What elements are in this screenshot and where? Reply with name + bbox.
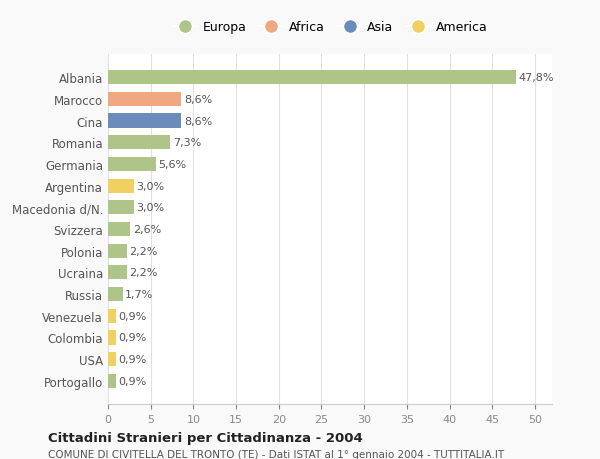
Bar xyxy=(108,179,134,193)
Legend: Europa, Africa, Asia, America: Europa, Africa, Asia, America xyxy=(167,16,493,39)
Bar xyxy=(108,330,116,345)
Bar xyxy=(108,244,127,258)
Text: 7,3%: 7,3% xyxy=(173,138,201,148)
Text: 3,0%: 3,0% xyxy=(136,203,164,213)
Bar xyxy=(108,93,181,106)
Bar xyxy=(108,114,181,129)
Bar xyxy=(108,157,156,172)
Text: 0,9%: 0,9% xyxy=(118,376,146,386)
Text: 8,6%: 8,6% xyxy=(184,95,212,105)
Text: COMUNE DI CIVITELLA DEL TRONTO (TE) - Dati ISTAT al 1° gennaio 2004 - TUTTITALIA: COMUNE DI CIVITELLA DEL TRONTO (TE) - Da… xyxy=(48,449,504,459)
Bar xyxy=(108,136,170,150)
Text: 2,2%: 2,2% xyxy=(130,268,158,278)
Text: 0,9%: 0,9% xyxy=(118,354,146,364)
Text: 47,8%: 47,8% xyxy=(518,73,554,83)
Text: 5,6%: 5,6% xyxy=(158,160,187,169)
Bar xyxy=(108,287,122,302)
Bar xyxy=(108,309,116,323)
Text: 2,6%: 2,6% xyxy=(133,224,161,235)
Text: 3,0%: 3,0% xyxy=(136,181,164,191)
Bar xyxy=(108,223,130,236)
Bar xyxy=(108,71,516,85)
Text: 8,6%: 8,6% xyxy=(184,116,212,126)
Bar xyxy=(108,353,116,366)
Text: 2,2%: 2,2% xyxy=(130,246,158,256)
Text: Cittadini Stranieri per Cittadinanza - 2004: Cittadini Stranieri per Cittadinanza - 2… xyxy=(48,431,363,444)
Bar xyxy=(108,374,116,388)
Text: 0,9%: 0,9% xyxy=(118,333,146,343)
Text: 0,9%: 0,9% xyxy=(118,311,146,321)
Bar xyxy=(108,201,134,215)
Bar xyxy=(108,266,127,280)
Text: 1,7%: 1,7% xyxy=(125,290,154,299)
